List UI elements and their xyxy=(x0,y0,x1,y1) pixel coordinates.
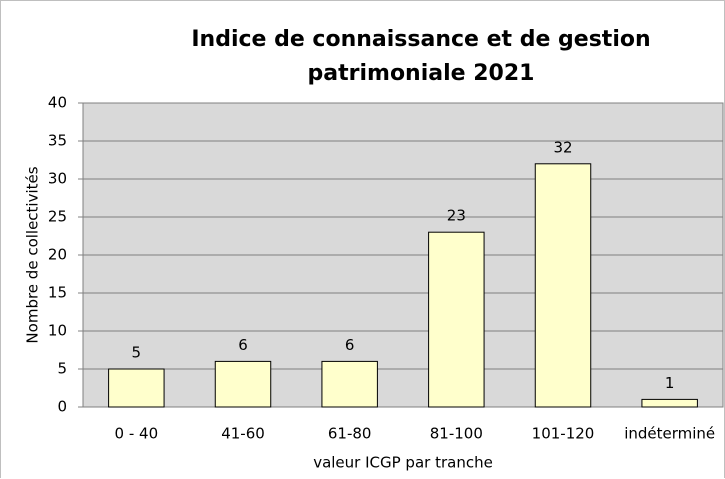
bar xyxy=(641,398,698,408)
x-tick-label: 61-80 xyxy=(328,425,372,443)
y-tick-label: 15 xyxy=(48,284,67,302)
data-label: 1 xyxy=(665,374,675,392)
chart-title: Indice de connaissance et de gestion pat… xyxy=(191,27,651,86)
y-tick-label: 10 xyxy=(48,322,67,340)
y-tick-label: 25 xyxy=(48,208,67,226)
y-tick-label: 0 xyxy=(57,398,67,416)
data-label: 6 xyxy=(345,336,355,354)
x-tick-label: 0 - 40 xyxy=(115,425,159,443)
data-label: 23 xyxy=(447,207,466,225)
bar xyxy=(534,163,592,408)
data-label: 32 xyxy=(553,138,572,156)
x-tick-label: 41-60 xyxy=(221,425,265,443)
y-tick-label: 35 xyxy=(48,132,67,150)
y-axis-label: Nombre de collectivités xyxy=(24,166,42,343)
x-tick-label: indéterminé xyxy=(624,425,715,443)
y-tick-label: 30 xyxy=(48,170,67,188)
y-tick-label: 20 xyxy=(48,246,67,264)
x-tick-label: 101-120 xyxy=(532,425,595,443)
data-label: 5 xyxy=(132,344,142,362)
bar xyxy=(321,360,378,408)
bar xyxy=(108,368,165,408)
data-label: 6 xyxy=(238,336,248,354)
y-tick-label: 5 xyxy=(57,360,67,378)
x-axis-label: valeur ICGP par tranche xyxy=(313,454,493,472)
bar xyxy=(214,360,272,408)
x-tick-label: 81-100 xyxy=(430,425,483,443)
bar xyxy=(428,231,485,408)
y-tick-label: 40 xyxy=(48,94,67,112)
